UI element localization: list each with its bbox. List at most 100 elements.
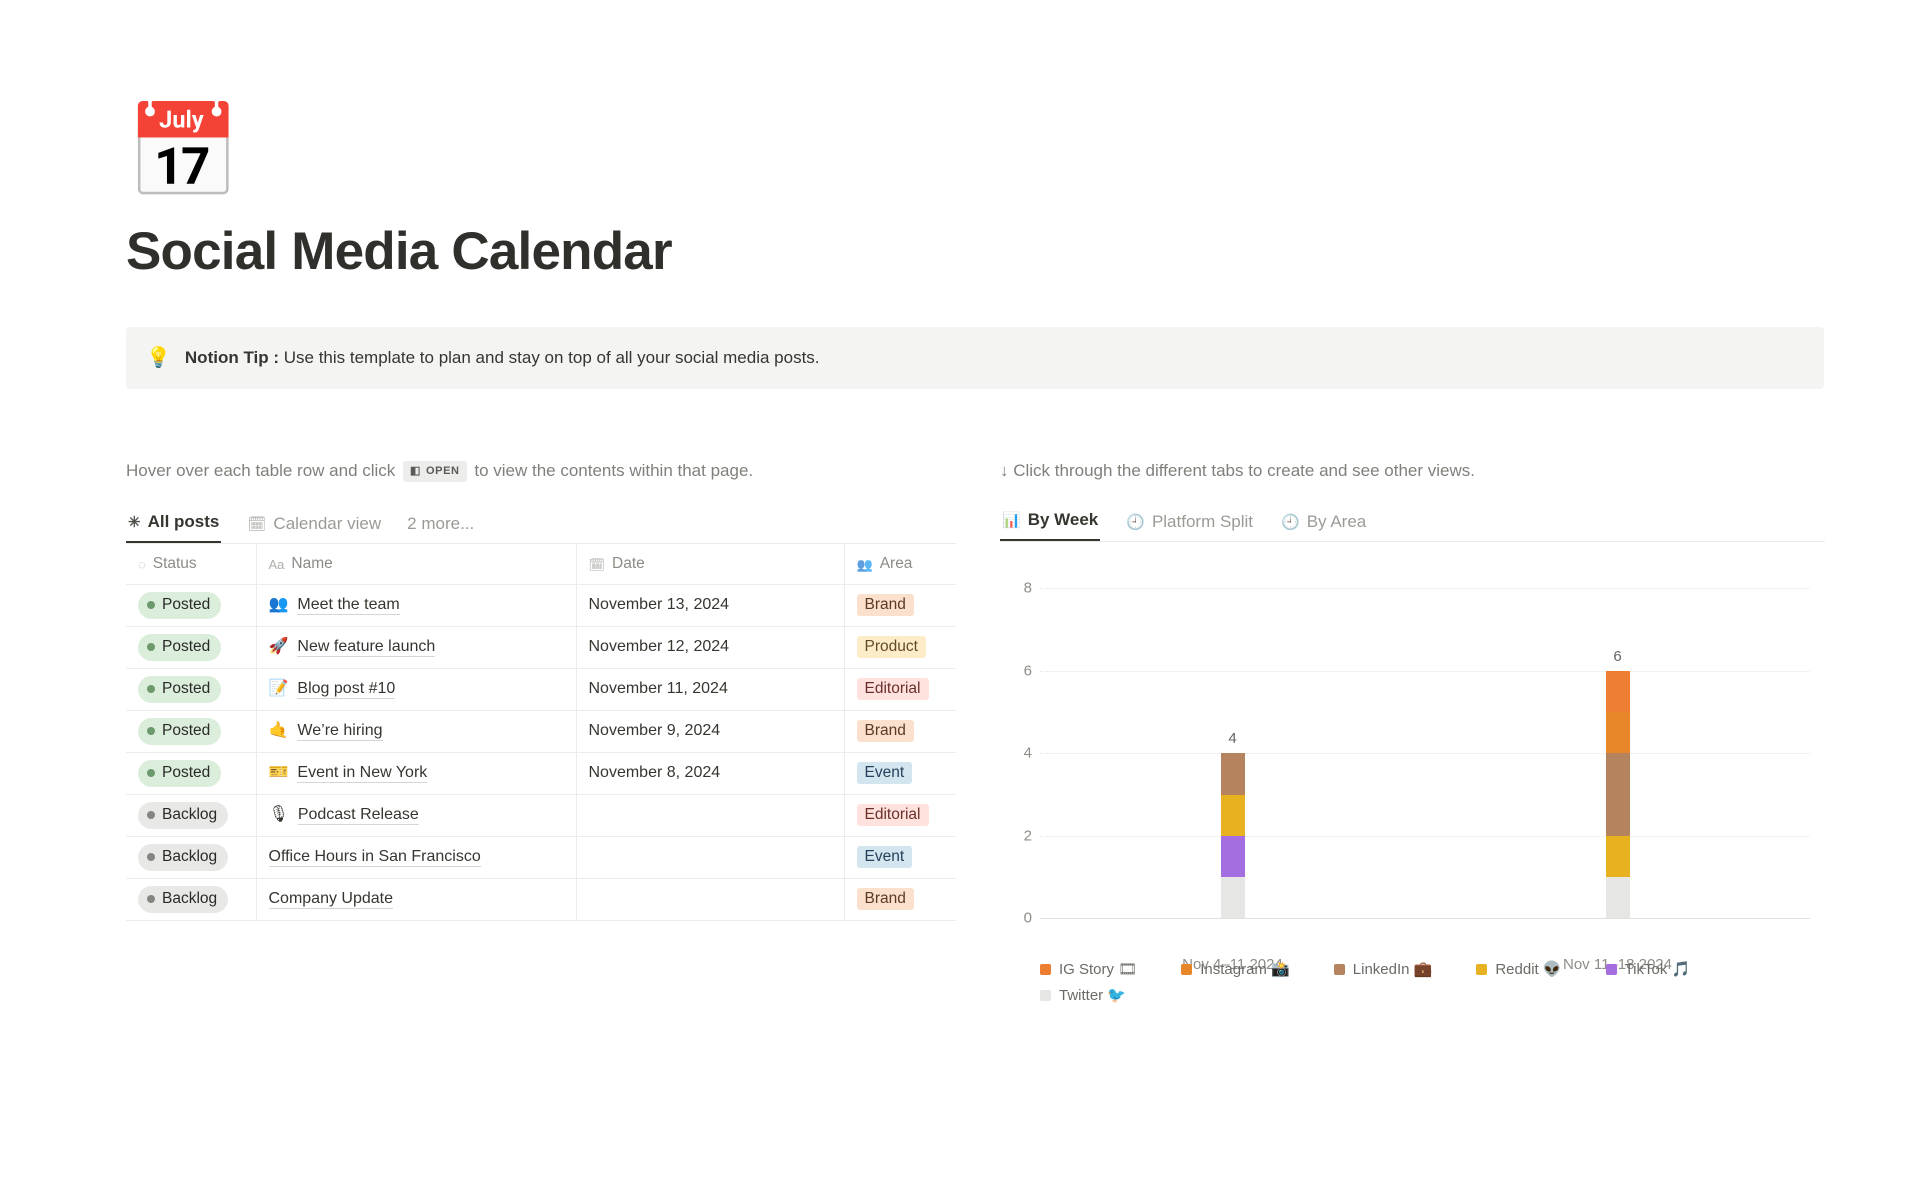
- cell-area[interactable]: Brand: [844, 878, 956, 921]
- cell-area[interactable]: Brand: [844, 710, 956, 753]
- callout-label: Notion Tip :: [184, 348, 280, 368]
- tab-calendar-view[interactable]: 🗓 Calendar view: [245, 510, 383, 543]
- cell-status[interactable]: Backlog: [126, 794, 257, 837]
- row-name-link[interactable]: Event in New York: [297, 763, 428, 783]
- row-name-link[interactable]: Meet the team: [297, 595, 400, 615]
- legend-swatch-icon: [1476, 963, 1488, 975]
- table-row[interactable]: Posted 🎫 Event in New York November 8, 2024…: [126, 752, 956, 795]
- row-name-link[interactable]: Podcast Release: [297, 805, 419, 825]
- legend-item[interactable]: Instagram 📸: [1181, 960, 1290, 978]
- column-header-date[interactable]: 🗓 Date: [576, 544, 845, 585]
- row-name-link[interactable]: Blog post #10: [297, 679, 396, 699]
- cell-date[interactable]: [576, 794, 845, 837]
- gridline-2: [1040, 835, 1810, 837]
- bar-segment[interactable]: [1605, 712, 1630, 754]
- cell-area[interactable]: Event: [844, 752, 956, 795]
- callout-body: Use this template to plan and stay on to…: [279, 348, 820, 368]
- bar-segment[interactable]: [1605, 835, 1630, 878]
- table-row[interactable]: Backlog Office Hours in San Francisco Even…: [126, 836, 956, 879]
- cell-date[interactable]: November 8, 2024: [576, 752, 845, 795]
- bar-segment[interactable]: [1220, 835, 1245, 878]
- spiral-calendar-icon: 📅: [126, 101, 241, 203]
- row-emoji-icon: 🎫: [268, 764, 289, 782]
- table-row[interactable]: Backlog 🎙 Podcast Release Editorial: [126, 794, 956, 837]
- y-axis-tick: 2: [1023, 827, 1032, 845]
- row-name-link[interactable]: New feature launch: [297, 637, 436, 657]
- cell-date[interactable]: November 9, 2024: [576, 710, 845, 753]
- gridline-6: [1040, 670, 1810, 672]
- cell-area[interactable]: Product: [844, 626, 956, 669]
- cell-name[interactable]: 🎙 Podcast Release: [256, 794, 577, 837]
- page-header: 📅 Social Media Calendar: [126, 100, 1826, 283]
- row-name-link[interactable]: Office Hours in San Francisco: [268, 847, 481, 867]
- cell-name[interactable]: 🎫 Event in New York: [256, 752, 577, 795]
- bar-segment[interactable]: [1605, 753, 1630, 836]
- open-chip[interactable]: ◧ OPEN: [403, 460, 467, 483]
- bar-segment[interactable]: [1220, 794, 1245, 836]
- bar-segment[interactable]: [1605, 877, 1630, 919]
- table-row[interactable]: Backlog Company Update Brand: [126, 878, 956, 921]
- tab-platform-split[interactable]: 🕘 Platform Split: [1124, 508, 1255, 541]
- status-label: Backlog: [162, 889, 218, 907]
- table-row[interactable]: Posted 🤙 We’re hiring November 9, 2024 Brand: [126, 710, 956, 753]
- cell-date[interactable]: [576, 836, 845, 879]
- column-header-name-label: Name: [291, 555, 333, 573]
- cell-status[interactable]: Posted: [126, 752, 257, 795]
- row-name-link[interactable]: Company Update: [268, 889, 394, 909]
- table-row[interactable]: Posted 🚀 New feature launch November 12, 20…: [126, 626, 956, 669]
- tab-all-posts[interactable]: ✳ All posts: [126, 508, 222, 544]
- tab-calendar-view-label: Calendar view: [273, 514, 382, 534]
- row-emoji-icon: 👥: [268, 596, 289, 614]
- tab-by-area[interactable]: 🕘 By Area: [1279, 508, 1368, 541]
- legend-item[interactable]: Reddit 👽: [1476, 960, 1562, 978]
- legend-label: LinkedIn 💼: [1352, 961, 1433, 979]
- cell-name[interactable]: 📝 Blog post #10: [256, 668, 577, 711]
- status-badge: Backlog: [138, 885, 229, 913]
- column-header-area-label: Area: [879, 555, 913, 573]
- cell-name[interactable]: 🤙 We’re hiring: [256, 710, 577, 753]
- cell-date[interactable]: November 11, 2024: [576, 668, 845, 711]
- legend-item[interactable]: LinkedIn 💼: [1333, 960, 1433, 979]
- table-row[interactable]: Posted 👥 Meet the team November 13, 2024 Bra…: [126, 584, 956, 627]
- legend-swatch-icon: [1181, 963, 1193, 975]
- cell-date[interactable]: November 12, 2024: [576, 626, 845, 669]
- cell-status[interactable]: Posted: [126, 710, 257, 753]
- cell-status[interactable]: Backlog: [126, 836, 257, 879]
- bar-total-label: 6: [1613, 647, 1622, 665]
- cell-status[interactable]: Backlog: [126, 878, 257, 921]
- status-dot-icon: [147, 853, 155, 862]
- legend-item[interactable]: IG Story 🎞: [1040, 960, 1137, 978]
- column-header-area[interactable]: 👥 Area: [844, 544, 956, 585]
- bar-segment[interactable]: [1220, 753, 1245, 795]
- date-value: November 12, 2024: [588, 638, 730, 656]
- tab-more-views[interactable]: 2 more...: [407, 514, 475, 534]
- cell-area[interactable]: Editorial: [844, 668, 956, 711]
- row-name-link[interactable]: We’re hiring: [297, 721, 383, 741]
- cell-name[interactable]: 👥 Meet the team: [256, 584, 577, 627]
- legend-item[interactable]: TikTok 🎵: [1605, 960, 1691, 979]
- column-header-name[interactable]: Aa Name: [256, 544, 577, 585]
- cell-date[interactable]: [576, 878, 845, 921]
- cell-name[interactable]: Company Update: [256, 878, 577, 921]
- area-tag: Editorial: [856, 678, 929, 701]
- cell-area[interactable]: Event: [844, 836, 956, 879]
- stacked-bar[interactable]: [1605, 670, 1630, 919]
- table-row[interactable]: Posted 📝 Blog post #10 November 11, 2024 Edi…: [126, 668, 956, 711]
- table-hint: Hover over each table row and click ◧ OP…: [126, 458, 916, 484]
- legend-label: TikTok 🎵: [1624, 961, 1691, 979]
- cell-status[interactable]: Posted: [126, 626, 257, 669]
- stacked-bar[interactable]: [1220, 753, 1245, 919]
- bar-segment[interactable]: [1605, 670, 1630, 713]
- date-value: November 11, 2024: [588, 680, 728, 698]
- tab-by-week[interactable]: 📊 By Week: [1000, 506, 1101, 542]
- cell-status[interactable]: Posted: [126, 584, 257, 627]
- cell-area[interactable]: Editorial: [844, 794, 956, 837]
- cell-name[interactable]: 🚀 New feature launch: [256, 626, 577, 669]
- cell-date[interactable]: November 13, 2024: [576, 584, 845, 627]
- legend-item[interactable]: Twitter 🐦: [1040, 986, 1126, 1004]
- column-header-status[interactable]: ◌ Status: [126, 544, 257, 585]
- cell-name[interactable]: Office Hours in San Francisco: [256, 836, 577, 879]
- cell-status[interactable]: Posted: [126, 668, 257, 711]
- cell-area[interactable]: Brand: [844, 584, 956, 627]
- bar-segment[interactable]: [1220, 877, 1245, 919]
